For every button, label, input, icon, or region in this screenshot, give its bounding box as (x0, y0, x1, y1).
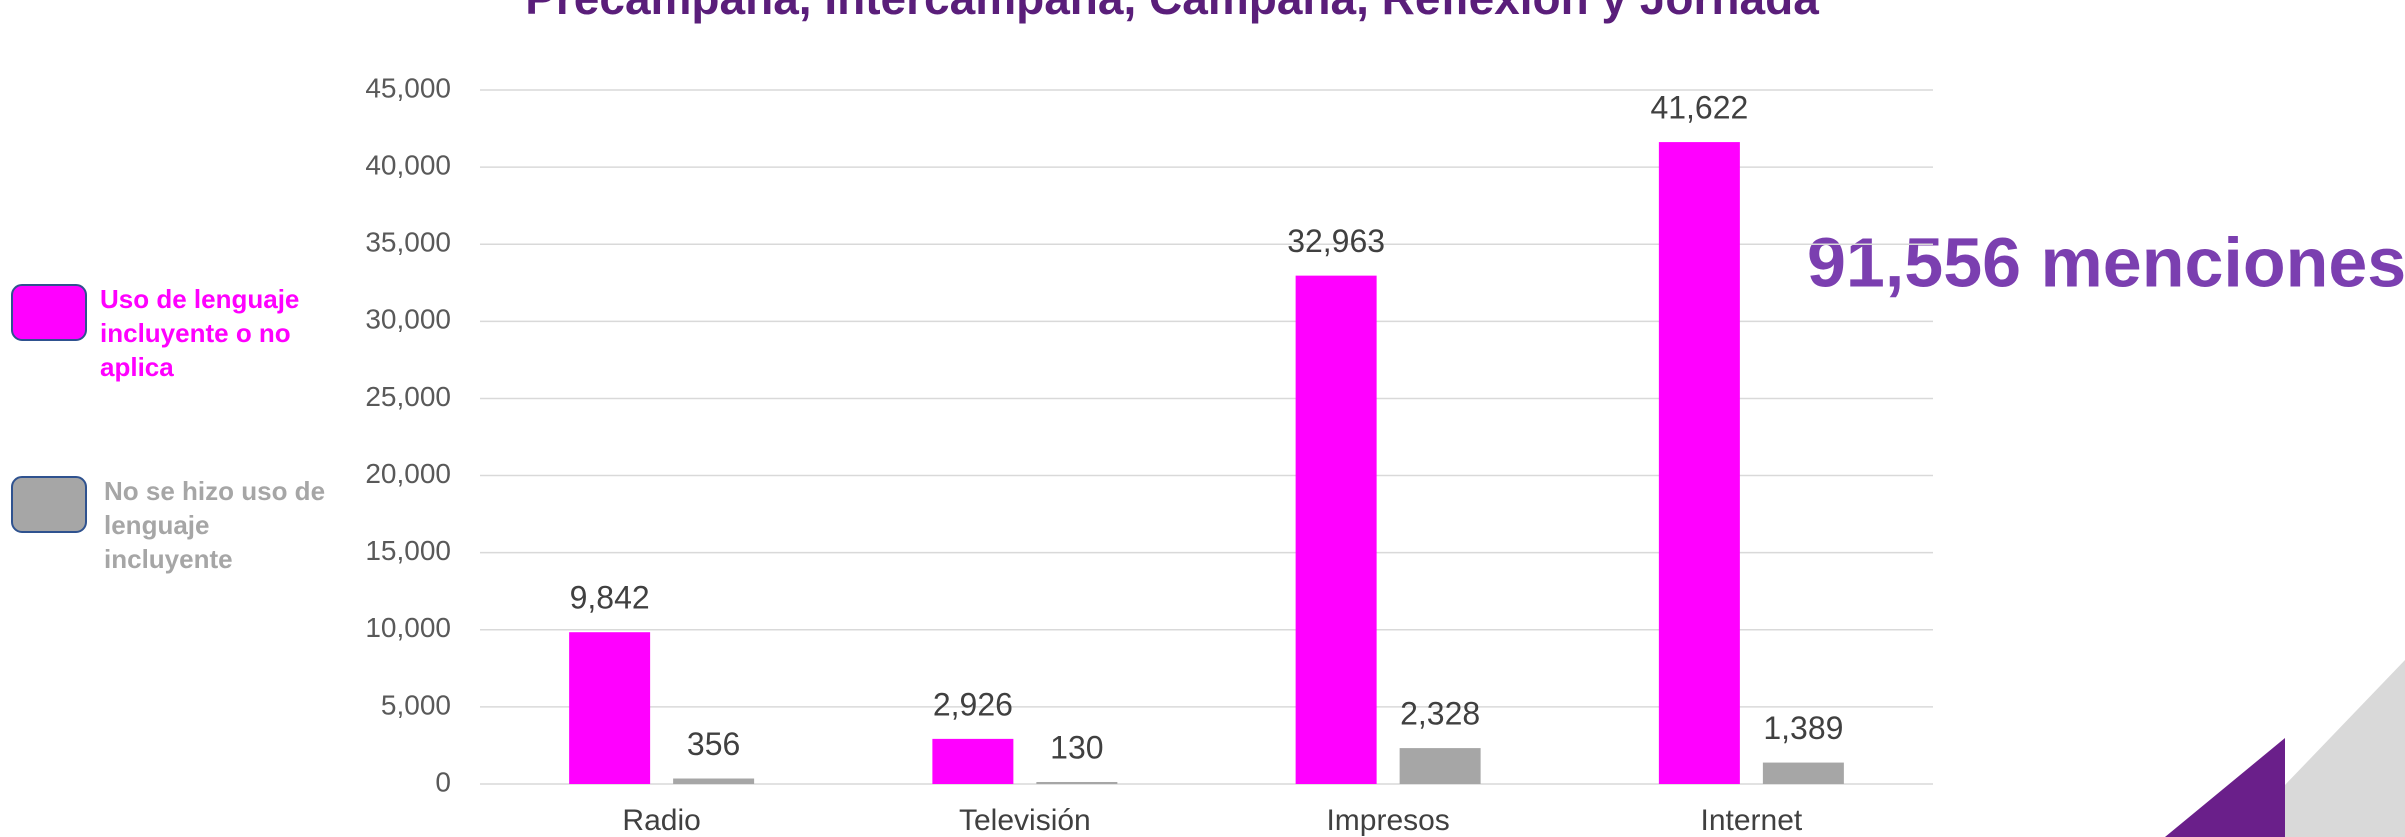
legend-swatch (11, 284, 87, 341)
value-label: 2,328 (1400, 696, 1480, 732)
x-tick-label: Impresos (1326, 804, 1449, 837)
value-label: 2,926 (933, 686, 1013, 722)
legend-label: Uso de lenguaje incluyente o no aplica (100, 284, 300, 382)
value-label: 130 (1050, 729, 1103, 765)
value-label: 41,622 (1650, 90, 1748, 126)
value-label: 32,963 (1287, 223, 1385, 259)
value-label: 9,842 (570, 580, 650, 616)
y-tick-label: 45,000 (365, 72, 451, 103)
annotation: 91,556 menciones (1807, 223, 2405, 301)
bar (673, 778, 755, 784)
value-label: 356 (687, 726, 740, 762)
bar (932, 738, 1014, 784)
bar (1295, 275, 1377, 784)
y-tick-label: 15,000 (365, 535, 451, 566)
y-tick-label: 40,000 (365, 150, 451, 181)
y-tick-label: 30,000 (365, 304, 451, 335)
y-tick-label: 25,000 (365, 381, 451, 412)
y-tick-label: 5,000 (381, 689, 451, 720)
decor-purple (2165, 738, 2285, 837)
x-tick-label: Radio (622, 804, 700, 837)
y-tick-label: 0 (435, 766, 451, 797)
chart-title: Precampaña, Intercampaña, Campaña, Refle… (525, 0, 1819, 24)
y-tick-label: 10,000 (365, 612, 451, 643)
legend-swatch (11, 476, 87, 533)
x-tick-label: Televisión (959, 804, 1091, 837)
bar (1658, 142, 1740, 785)
bar (1399, 748, 1481, 784)
value-label: 1,389 (1763, 710, 1843, 746)
y-tick-label: 20,000 (365, 458, 451, 489)
bar (1762, 762, 1844, 784)
bar (569, 632, 651, 784)
x-tick-label: Internet (1701, 804, 1803, 837)
legend-label: No se hizo uso de lenguaje incluyente (104, 476, 326, 574)
bar (1036, 781, 1118, 784)
y-tick-label: 35,000 (365, 227, 451, 258)
